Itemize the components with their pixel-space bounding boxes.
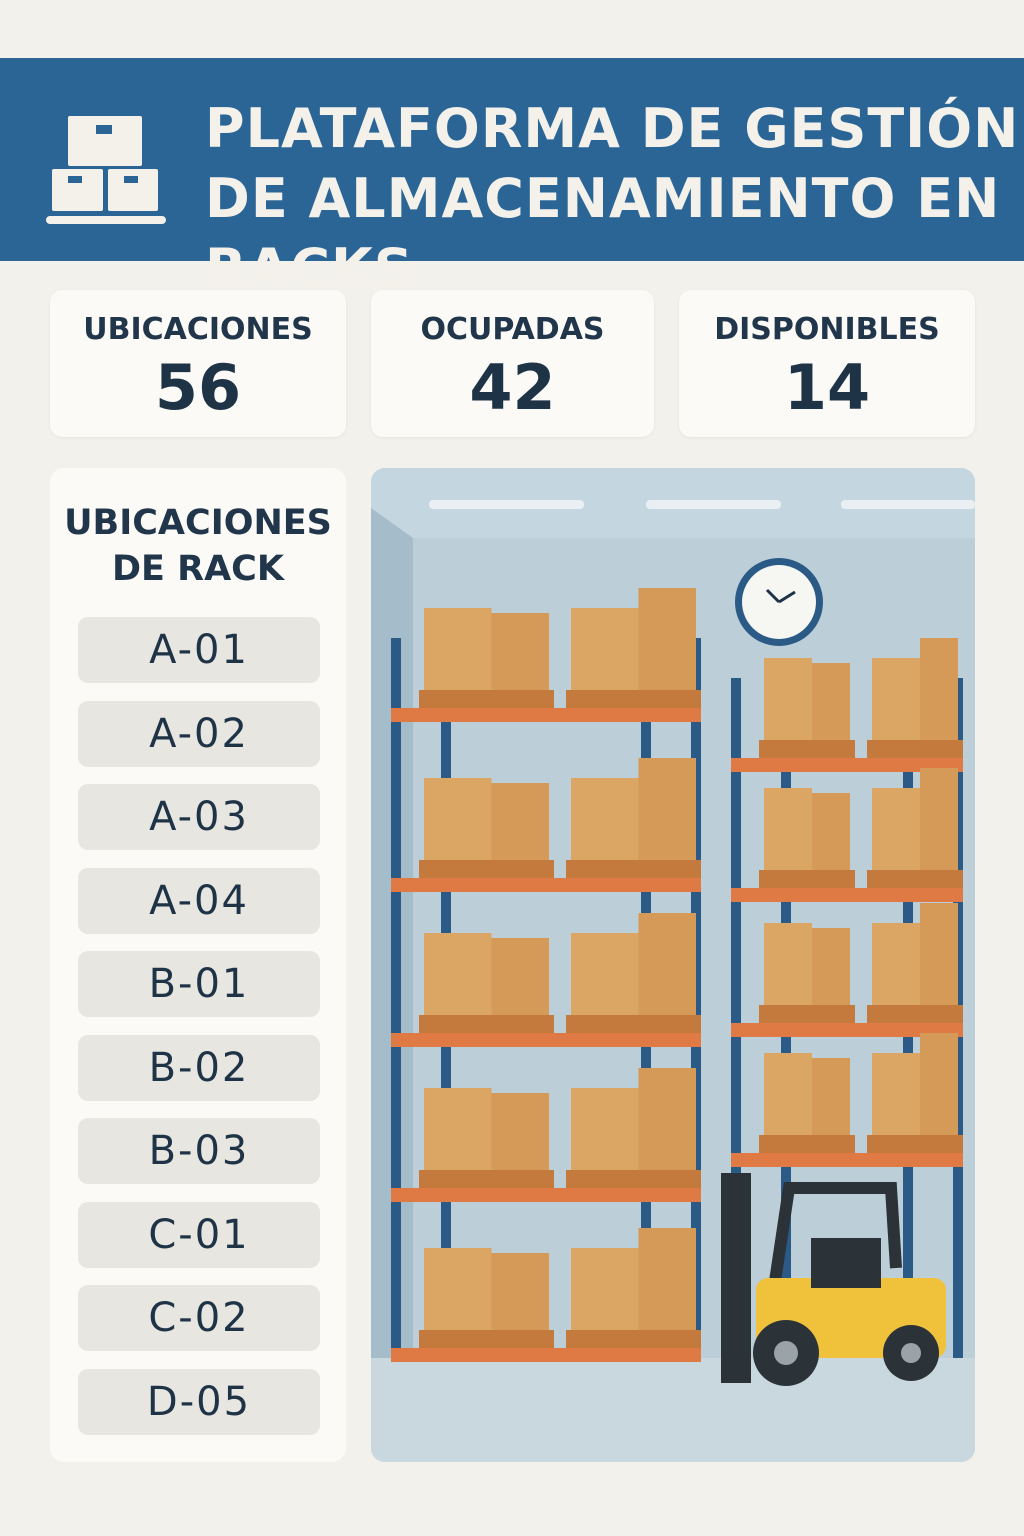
pallet xyxy=(867,870,963,888)
rack-shelf xyxy=(731,1153,963,1167)
box xyxy=(812,793,850,870)
box xyxy=(812,663,850,740)
stat-card-ubicaciones: UBICACIONES 56 xyxy=(50,290,346,437)
box xyxy=(424,608,492,690)
box xyxy=(571,778,639,860)
rack-location-item[interactable]: A-03 xyxy=(78,784,320,850)
ceiling-lights xyxy=(429,500,975,509)
stat-label: UBICACIONES xyxy=(83,312,313,347)
rack-shelf xyxy=(391,878,701,892)
pallet xyxy=(759,870,855,888)
rack-location-item[interactable]: B-01 xyxy=(78,951,320,1017)
title-line-1: PLATAFORMA DE GESTIÓN xyxy=(205,97,1020,160)
pallet xyxy=(419,1170,554,1188)
box xyxy=(872,788,920,870)
panel-title-line-1: UBICACIONES xyxy=(64,503,332,543)
box xyxy=(638,588,696,690)
rack-location-item[interactable]: B-02 xyxy=(78,1034,320,1101)
header: PLATAFORMA DE GESTIÓN DE ALMACENAMIENTO … xyxy=(0,58,1024,300)
box xyxy=(491,613,549,690)
rack-shelf xyxy=(731,1023,963,1037)
pallet xyxy=(867,740,963,758)
box xyxy=(571,933,639,1015)
rack-location-item[interactable]: B-03 xyxy=(78,1118,320,1184)
stat-value: 56 xyxy=(154,351,242,424)
box xyxy=(424,778,492,860)
pallet xyxy=(419,1330,554,1348)
pallet xyxy=(759,740,855,758)
rack-shelf xyxy=(391,708,701,722)
box xyxy=(638,1228,696,1330)
rack-shelf xyxy=(391,1188,701,1202)
stat-value: 42 xyxy=(469,351,556,424)
pallet-boxes-icon xyxy=(46,116,166,224)
box xyxy=(920,768,958,870)
rack-location-item[interactable]: A-02 xyxy=(78,700,320,767)
box xyxy=(571,1248,639,1330)
box xyxy=(764,658,812,740)
box xyxy=(872,923,920,1005)
pallet xyxy=(419,690,554,708)
clock-icon xyxy=(735,558,823,646)
pallet xyxy=(566,1015,701,1033)
rack-shelf xyxy=(391,1033,701,1047)
rack-shelf xyxy=(731,758,963,772)
rack-location-item[interactable]: C-02 xyxy=(78,1285,320,1351)
box xyxy=(920,638,958,740)
title-line-2: DE ALMACENAMIENTO EN RACKS xyxy=(205,167,1001,300)
box xyxy=(920,903,958,1005)
box xyxy=(764,1053,812,1135)
stat-label: OCUPADAS xyxy=(420,312,605,347)
stat-value: 14 xyxy=(783,351,871,424)
box xyxy=(491,1253,549,1330)
box xyxy=(571,608,639,690)
rack-location-item[interactable]: A-04 xyxy=(78,867,320,934)
box xyxy=(872,1053,920,1135)
stat-label: DISPONIBLES xyxy=(714,312,940,347)
stat-card-ocupadas: OCUPADAS 42 xyxy=(371,290,654,437)
panel-title-line-2: DE RACK xyxy=(112,549,284,589)
stat-card-disponibles: DISPONIBLES 14 xyxy=(679,290,975,437)
pallet xyxy=(566,1170,701,1188)
page-title: PLATAFORMA DE GESTIÓN DE ALMACENAMIENTO … xyxy=(205,94,1024,304)
box xyxy=(491,783,549,860)
warehouse-illustration xyxy=(371,468,975,1462)
pallet xyxy=(867,1005,963,1023)
box xyxy=(424,1248,492,1330)
box xyxy=(491,938,549,1015)
rack-location-item[interactable]: A-01 xyxy=(78,617,320,683)
rack-upright xyxy=(731,678,741,1358)
box xyxy=(571,1088,639,1170)
box xyxy=(812,928,850,1005)
box xyxy=(812,1058,850,1135)
box xyxy=(638,913,696,1015)
box xyxy=(424,1088,492,1170)
pallet xyxy=(419,860,554,878)
panel-title: UBICACIONES DE RACK xyxy=(50,500,346,592)
pallet xyxy=(566,1330,701,1348)
box xyxy=(638,758,696,860)
pallet xyxy=(759,1135,855,1153)
rack-shelf xyxy=(731,888,963,902)
box xyxy=(872,658,920,740)
rack-locations-panel: UBICACIONES DE RACK A-01 A-02 A-03 A-04 B-01 B… xyxy=(50,468,346,1462)
pallet xyxy=(566,860,701,878)
pallet xyxy=(759,1005,855,1023)
rack-location-item[interactable]: D-05 xyxy=(78,1368,320,1435)
forklift-icon xyxy=(721,1173,946,1386)
box xyxy=(424,933,492,1015)
pallet xyxy=(867,1135,963,1153)
box xyxy=(638,1068,696,1170)
rack-upright xyxy=(391,638,401,1358)
box xyxy=(764,923,812,1005)
pallet xyxy=(566,690,701,708)
rack-shelf xyxy=(391,1348,701,1362)
pallet xyxy=(419,1015,554,1033)
box xyxy=(491,1093,549,1170)
rack-location-item[interactable]: C-01 xyxy=(78,1201,320,1268)
box xyxy=(920,1033,958,1135)
box xyxy=(764,788,812,870)
